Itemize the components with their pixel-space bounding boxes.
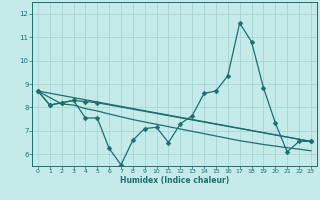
X-axis label: Humidex (Indice chaleur): Humidex (Indice chaleur) xyxy=(120,176,229,185)
